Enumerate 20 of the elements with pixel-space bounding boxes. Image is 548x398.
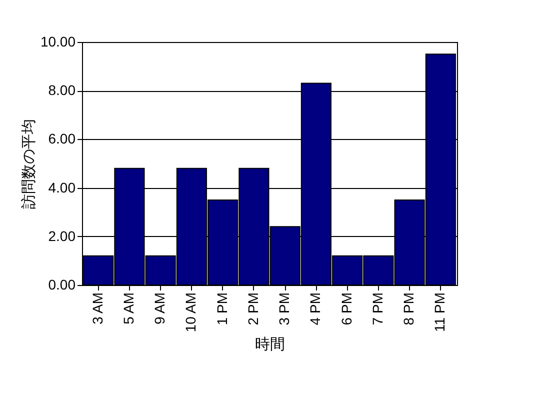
x-tick-label: 7 PM [369,292,386,326]
x-tick-label: 5 AM [120,292,136,324]
y-tick-label: 6.00 [48,130,76,147]
x-tick-label: 6 PM [338,292,354,326]
y-tick-label: 10.00 [40,34,76,50]
x-tick-label: 11 PM [432,292,448,332]
x-tick-label: 1 PM [214,292,230,326]
x-axis-title: 時間 [255,336,285,353]
x-tick-label: 4 PM [307,292,324,326]
x-tick-label: 2 PM [244,292,261,326]
y-tick-label: 2.00 [48,228,76,244]
x-tick-label: 3 AM [89,292,106,324]
y-tick-label: 4.00 [48,179,76,196]
x-tick-label: 3 PM [276,292,292,326]
x-tick-label: 10 AM [182,292,199,332]
y-axis-title: 訪問数の平均 [20,119,38,209]
y-tick-label: 8.00 [48,82,76,98]
y-tick-label: 0.00 [48,276,76,292]
x-tick-label: 9 AM [152,292,168,324]
x-tick-label: 8 PM [400,292,417,326]
